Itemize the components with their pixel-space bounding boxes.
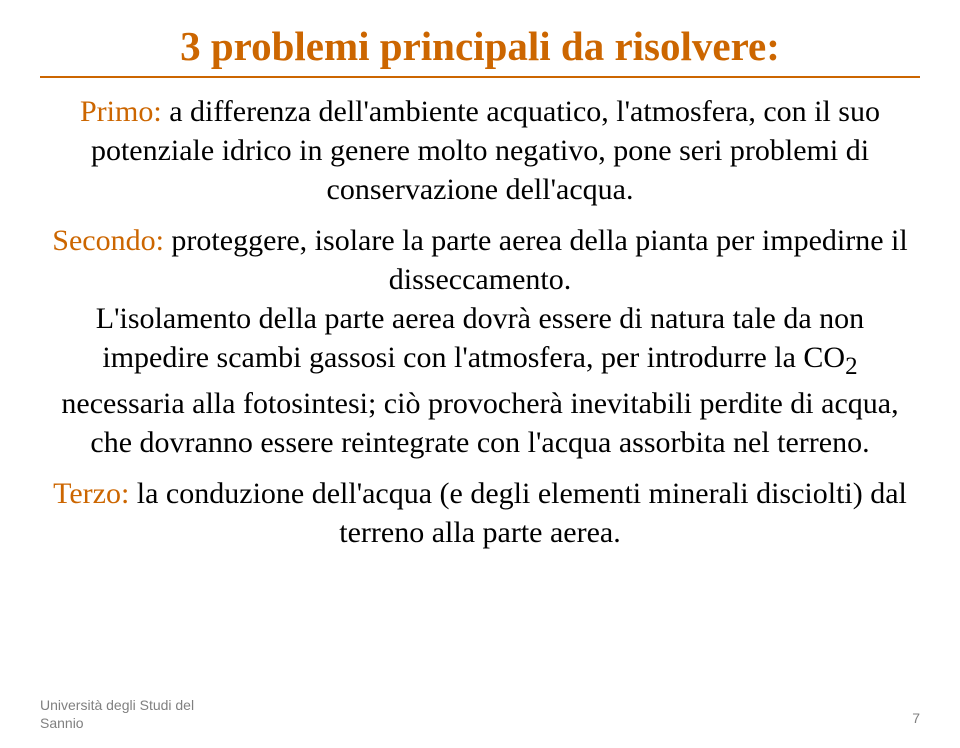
text-secondo-a: proteggere, isolare la parte aerea della…	[164, 224, 908, 296]
page-number: 7	[912, 710, 920, 726]
keyword-terzo: Terzo:	[53, 477, 129, 510]
paragraph-primo: Primo: a differenza dell'ambiente acquat…	[44, 92, 916, 209]
footer-institution-line1: Università degli Studi del	[40, 697, 194, 713]
text-secondo-b: L'isolamento della parte aerea dovrà ess…	[96, 302, 864, 374]
paragraph-terzo: Terzo: la conduzione dell'acqua (e degli…	[44, 474, 916, 552]
footer-institution-line2: Sannio	[40, 715, 84, 731]
text-primo: a differenza dell'ambiente acquatico, l'…	[91, 95, 880, 206]
keyword-primo: Primo:	[80, 95, 162, 128]
subscript-co2: 2	[845, 353, 858, 380]
text-secondo-c: necessaria alla fotosintesi; ciò provoch…	[61, 387, 898, 459]
text-terzo: la conduzione dell'acqua (e degli elemen…	[129, 477, 907, 549]
paragraph-secondo: Secondo: proteggere, isolare la parte ae…	[44, 221, 916, 462]
slide-body: Primo: a differenza dell'ambiente acquat…	[40, 92, 920, 552]
footer-institution: Università degli Studi del Sannio	[40, 697, 194, 732]
keyword-secondo: Secondo:	[52, 224, 164, 257]
slide-title: 3 problemi principali da risolvere:	[40, 22, 920, 78]
